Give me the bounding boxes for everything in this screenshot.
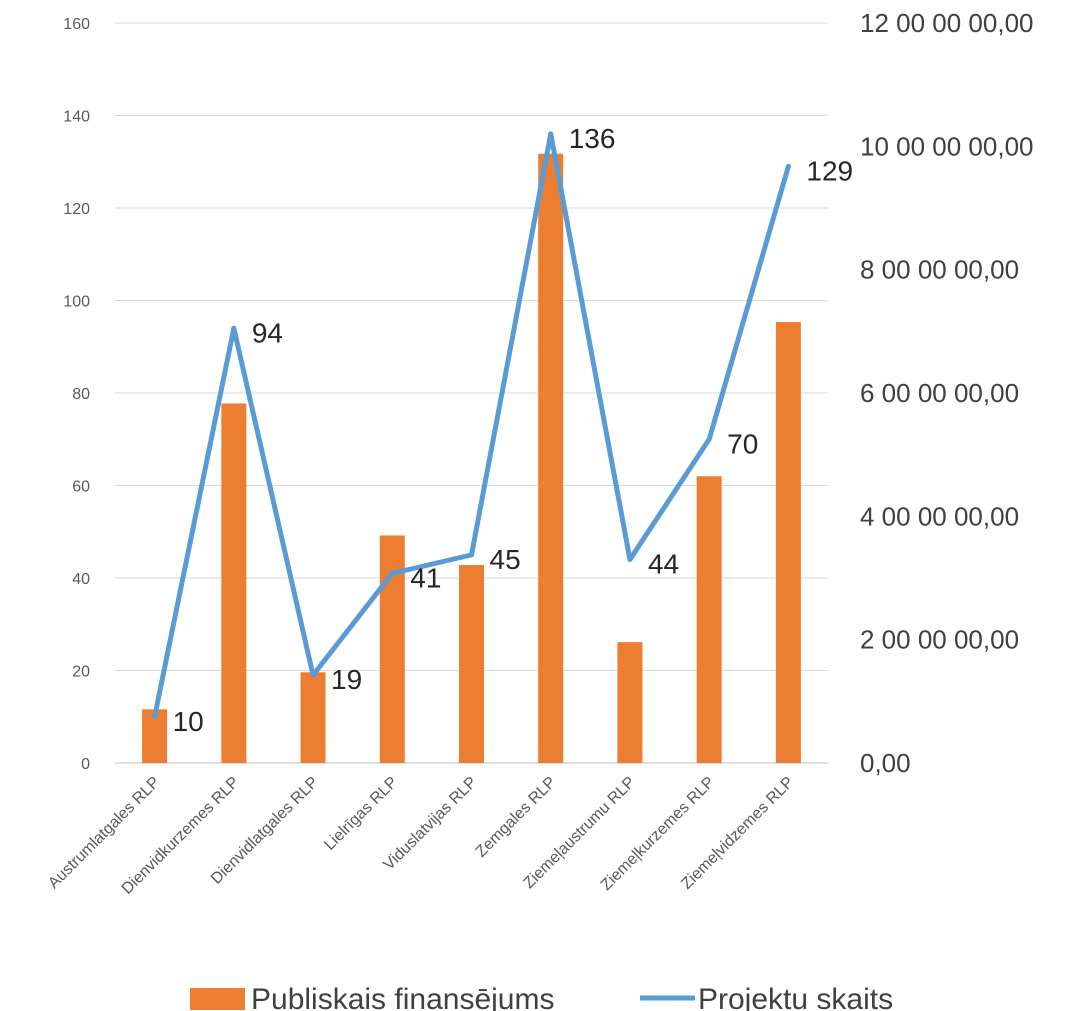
- data-label: 19: [331, 664, 362, 695]
- category-label: Lielrīgas RLP: [321, 774, 401, 854]
- left-tick-label: 20: [72, 664, 90, 681]
- left-tick-label: 60: [72, 479, 90, 496]
- bar: [617, 642, 643, 763]
- legend-swatch-bar: [190, 988, 245, 1010]
- line-point: [627, 557, 633, 562]
- line-series: [152, 131, 791, 720]
- right-tick-label: 2 00 00 00,00: [860, 625, 1019, 655]
- left-tick-label: 40: [72, 571, 90, 588]
- line-point: [785, 163, 791, 169]
- bar: [221, 403, 247, 763]
- bar: [696, 476, 722, 763]
- legend: Publiskais finansējums Projektu skaits: [190, 983, 893, 1011]
- line-point: [152, 714, 158, 720]
- data-label: 10: [173, 706, 204, 737]
- bar: [300, 672, 326, 763]
- left-tick-label: 0: [81, 756, 90, 773]
- data-label: 45: [490, 544, 521, 575]
- data-label: 70: [727, 428, 758, 459]
- left-tick-label: 140: [63, 109, 90, 126]
- line-point: [231, 325, 237, 331]
- left-tick-label: 120: [63, 201, 90, 218]
- right-axis: 0,00 2 00 00 00,00 4 00 00 00,00 6 00 00 00…: [860, 8, 1034, 778]
- bar: [775, 322, 801, 763]
- category-label: Zemgales RLP: [473, 774, 560, 861]
- data-label: 41: [410, 562, 441, 593]
- right-tick-label: 4 00 00 00,00: [860, 501, 1019, 531]
- legend-label-bar: Publiskais finansējums: [251, 983, 554, 1011]
- right-tick-label: 10 00 00 00,00: [860, 131, 1034, 161]
- data-label: 129: [806, 155, 853, 186]
- line-point: [469, 552, 474, 558]
- legend-label-line: Projektu skaits: [698, 983, 893, 1011]
- left-axis: 0 20 40 60 80 100 120 140 160: [63, 16, 90, 773]
- line-point: [389, 570, 395, 576]
- data-label: 44: [648, 549, 679, 580]
- data-label: 136: [569, 123, 616, 154]
- right-tick-label: 6 00 00 00,00: [860, 378, 1019, 408]
- line-point: [548, 131, 554, 137]
- left-tick-label: 160: [63, 16, 90, 33]
- right-tick-label: 12 00 00 00,00: [860, 8, 1034, 38]
- bar-series: [142, 153, 801, 763]
- line-point: [310, 672, 316, 678]
- bar: [538, 153, 564, 763]
- right-tick-label: 0,00: [860, 748, 911, 778]
- left-tick-label: 100: [63, 294, 90, 311]
- line-data-labels: 10 94 19 41 45 136 44 70 129: [173, 123, 853, 737]
- line-point: [706, 436, 712, 442]
- data-label: 94: [252, 317, 283, 348]
- bar: [459, 565, 484, 763]
- right-tick-label: 8 00 00 00,00: [860, 255, 1019, 285]
- left-tick-label: 80: [72, 386, 90, 403]
